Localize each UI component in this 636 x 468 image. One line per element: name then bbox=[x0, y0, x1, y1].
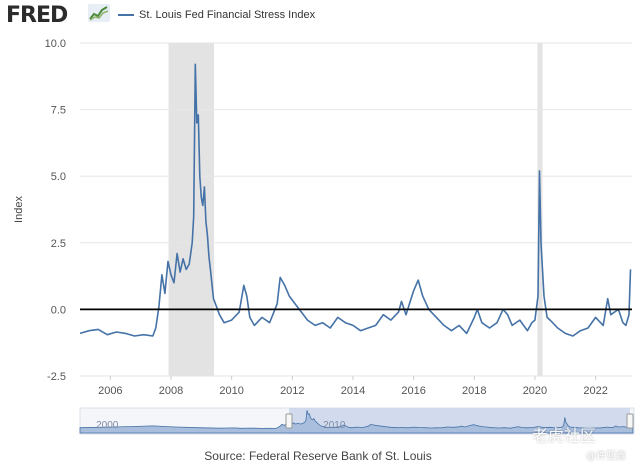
source-note: Source: Federal Reserve Bank of St. Loui… bbox=[204, 449, 432, 463]
header: FRED St. Louis Fed Financial Stress Inde… bbox=[0, 0, 636, 34]
legend[interactable]: St. Louis Fed Financial Stress Index bbox=[118, 9, 315, 21]
navigator-handle[interactable] bbox=[626, 413, 634, 429]
navigator-label: 2000 bbox=[96, 420, 119, 431]
x-tick-label: 2016 bbox=[401, 385, 425, 397]
y-tick-label: 7.5 bbox=[51, 105, 66, 117]
legend-swatch bbox=[118, 14, 134, 17]
x-tick-label: 2006 bbox=[98, 385, 122, 397]
y-tick-label: 5.0 bbox=[51, 171, 66, 183]
x-tick-label: 2018 bbox=[462, 385, 486, 397]
y-tick-label: 0.0 bbox=[51, 304, 66, 316]
watermark: 老虎社区 bbox=[532, 426, 597, 445]
x-tick-label: 2014 bbox=[341, 385, 365, 397]
navigator-label: 2010 bbox=[323, 420, 346, 431]
y-axis-label: Index bbox=[13, 196, 25, 223]
x-tick-label: 2020 bbox=[523, 385, 547, 397]
y-tick-label: 2.5 bbox=[51, 238, 66, 250]
fred-logo[interactable]: FRED bbox=[6, 3, 68, 28]
navigator-handle[interactable] bbox=[285, 413, 293, 429]
watermark-author: @许亚鑫 bbox=[586, 451, 626, 462]
x-tick-label: 2010 bbox=[219, 385, 243, 397]
series-line bbox=[79, 63, 632, 337]
x-tick-label: 2008 bbox=[159, 385, 183, 397]
y-tick-label: 10.0 bbox=[45, 38, 66, 50]
x-tick-label: 2022 bbox=[583, 385, 607, 397]
navigator-series bbox=[79, 410, 634, 434]
legend-label: St. Louis Fed Financial Stress Index bbox=[139, 9, 316, 21]
line-graph-icon bbox=[88, 4, 110, 22]
y-tick-label: -2.5 bbox=[47, 371, 66, 383]
recession-band bbox=[168, 43, 215, 376]
x-tick-label: 2012 bbox=[280, 385, 304, 397]
